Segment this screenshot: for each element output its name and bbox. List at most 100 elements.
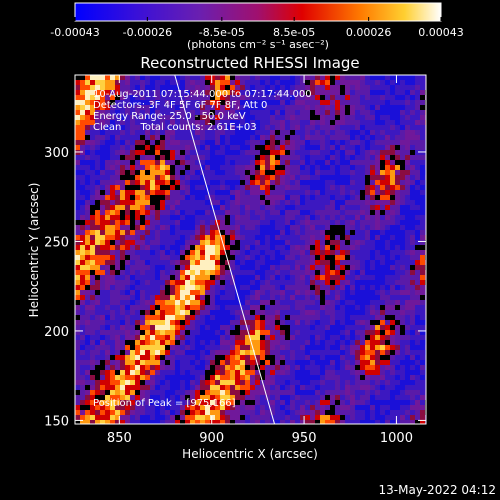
heatmap-cell — [280, 320, 286, 326]
heatmap-cell — [365, 320, 371, 326]
heatmap-cell — [415, 140, 421, 146]
heatmap-cell — [110, 245, 116, 251]
heatmap-cell — [280, 195, 286, 201]
heatmap-cell — [345, 115, 351, 121]
heatmap-cell — [365, 325, 371, 331]
heatmap-cell — [360, 235, 366, 241]
heatmap-cell — [295, 415, 301, 421]
heatmap-cell — [300, 185, 306, 191]
heatmap-cell — [395, 360, 401, 366]
heatmap-cell — [210, 125, 216, 131]
heatmap-cell — [305, 100, 311, 106]
heatmap-cell — [140, 245, 146, 251]
heatmap-cell — [75, 380, 81, 386]
heatmap-cell — [300, 340, 306, 346]
heatmap-cell — [405, 175, 411, 181]
heatmap-cell — [315, 420, 321, 424]
heatmap-cell — [120, 350, 126, 356]
heatmap-cell — [310, 185, 316, 191]
heatmap-cell — [335, 400, 341, 406]
heatmap-cell — [165, 180, 171, 186]
heatmap-cell — [220, 205, 226, 211]
heatmap-cell — [315, 400, 321, 406]
heatmap-cell — [75, 260, 81, 266]
heatmap-cell — [320, 195, 326, 201]
heatmap-cell — [375, 135, 381, 141]
heatmap-cell — [335, 275, 341, 281]
heatmap-cell — [185, 390, 191, 396]
heatmap-cell — [235, 255, 241, 261]
heatmap-cell — [380, 175, 386, 181]
heatmap-cell — [310, 160, 316, 166]
heatmap-cell — [145, 385, 151, 391]
heatmap-cell — [195, 270, 201, 276]
heatmap-cell — [170, 100, 176, 106]
heatmap-cell — [140, 220, 146, 226]
heatmap-cell — [295, 275, 301, 281]
heatmap-cell — [400, 295, 406, 301]
heatmap-cell — [250, 75, 256, 81]
heatmap-cell — [105, 75, 111, 81]
heatmap-cell — [285, 190, 291, 196]
heatmap-cell — [160, 210, 166, 216]
heatmap-cell — [90, 230, 96, 236]
heatmap-cell — [325, 265, 331, 271]
heatmap-cell — [140, 390, 146, 396]
heatmap-cell — [335, 165, 341, 171]
heatmap-cell — [300, 195, 306, 201]
heatmap-cell — [375, 80, 381, 86]
heatmap-cell — [90, 310, 96, 316]
heatmap-cell — [110, 285, 116, 291]
heatmap-cell — [170, 320, 176, 326]
heatmap-cell — [240, 110, 246, 116]
heatmap-cell — [390, 120, 396, 126]
heatmap-cell — [100, 400, 106, 406]
heatmap-cell — [75, 355, 81, 361]
heatmap-cell — [200, 325, 206, 331]
heatmap-cell — [110, 190, 116, 196]
heatmap-cell — [360, 285, 366, 291]
heatmap-cell — [185, 355, 191, 361]
heatmap-cell — [130, 335, 136, 341]
heatmap-cell — [315, 90, 321, 96]
heatmap-cell — [180, 160, 186, 166]
heatmap-cell — [230, 90, 236, 96]
heatmap-cell — [290, 85, 296, 91]
heatmap-cell — [295, 395, 301, 401]
heatmap-cell — [225, 405, 231, 411]
heatmap-cell — [85, 275, 91, 281]
heatmap-cell — [370, 410, 376, 416]
heatmap-cell — [75, 190, 81, 196]
heatmap-cell — [170, 165, 176, 171]
heatmap-cell — [330, 225, 336, 231]
heatmap-cell — [370, 100, 376, 106]
heatmap-cell — [340, 320, 346, 326]
heatmap-cell — [205, 285, 211, 291]
heatmap-cell — [95, 245, 101, 251]
heatmap-cell — [270, 205, 276, 211]
heatmap-cell — [130, 210, 136, 216]
heatmap-cell — [145, 165, 151, 171]
heatmap-cell — [280, 330, 286, 336]
heatmap-cell — [320, 80, 326, 86]
heatmap-cell — [135, 240, 141, 246]
heatmap-cell — [230, 335, 236, 341]
heatmap-cell — [220, 135, 226, 141]
heatmap-cell — [100, 355, 106, 361]
heatmap-cell — [365, 255, 371, 261]
heatmap-cell — [345, 210, 351, 216]
heatmap-cell — [410, 360, 416, 366]
heatmap-cell — [80, 275, 86, 281]
heatmap-cell — [150, 100, 156, 106]
heatmap-cell — [200, 115, 206, 121]
heatmap-cell — [135, 350, 141, 356]
heatmap-cell — [85, 180, 91, 186]
heatmap-cell — [415, 315, 421, 321]
heatmap-cell — [85, 250, 91, 256]
heatmap-cell — [395, 125, 401, 131]
heatmap-cell — [295, 170, 301, 176]
heatmap-cell — [95, 235, 101, 241]
heatmap-cell — [205, 150, 211, 156]
heatmap-cell — [285, 205, 291, 211]
heatmap-cell — [295, 250, 301, 256]
